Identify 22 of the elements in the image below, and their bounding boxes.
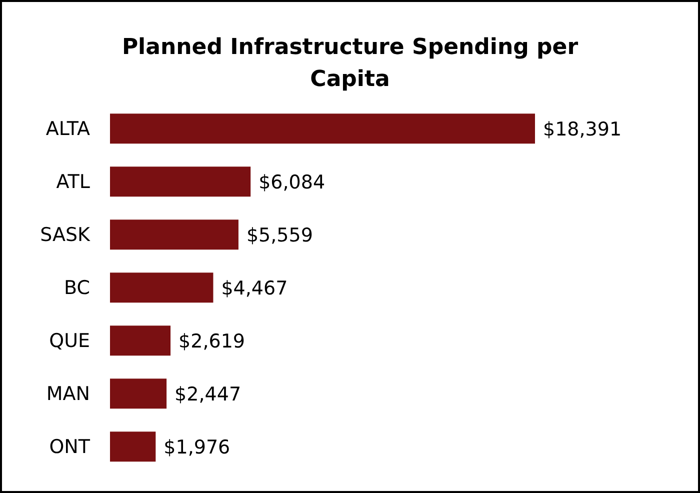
y-tick-label: QUE <box>49 330 90 352</box>
data-label: $6,084 <box>258 171 326 194</box>
bar <box>110 272 214 303</box>
data-label: $2,619 <box>178 330 246 352</box>
y-tick-label: ALTA <box>46 118 90 140</box>
bar <box>110 378 167 409</box>
data-label: $4,467 <box>221 277 288 300</box>
y-tick-label: ATL <box>56 171 90 194</box>
data-label: $5,559 <box>246 224 313 246</box>
bar <box>110 432 156 462</box>
bar <box>110 326 171 356</box>
y-tick-label: MAN <box>46 383 90 406</box>
y-tick-label: BC <box>64 277 90 300</box>
bar <box>110 166 251 197</box>
y-tick-label: ONT <box>49 436 90 458</box>
bar <box>110 220 238 250</box>
y-tick-label: SASK <box>40 224 91 246</box>
data-label: $18,391 <box>543 118 622 140</box>
chart-title: Planned Infrastructure Spending per Capita <box>120 34 580 94</box>
data-label: $1,976 <box>164 436 230 458</box>
data-label: $2,447 <box>174 383 242 406</box>
bar <box>110 114 535 144</box>
